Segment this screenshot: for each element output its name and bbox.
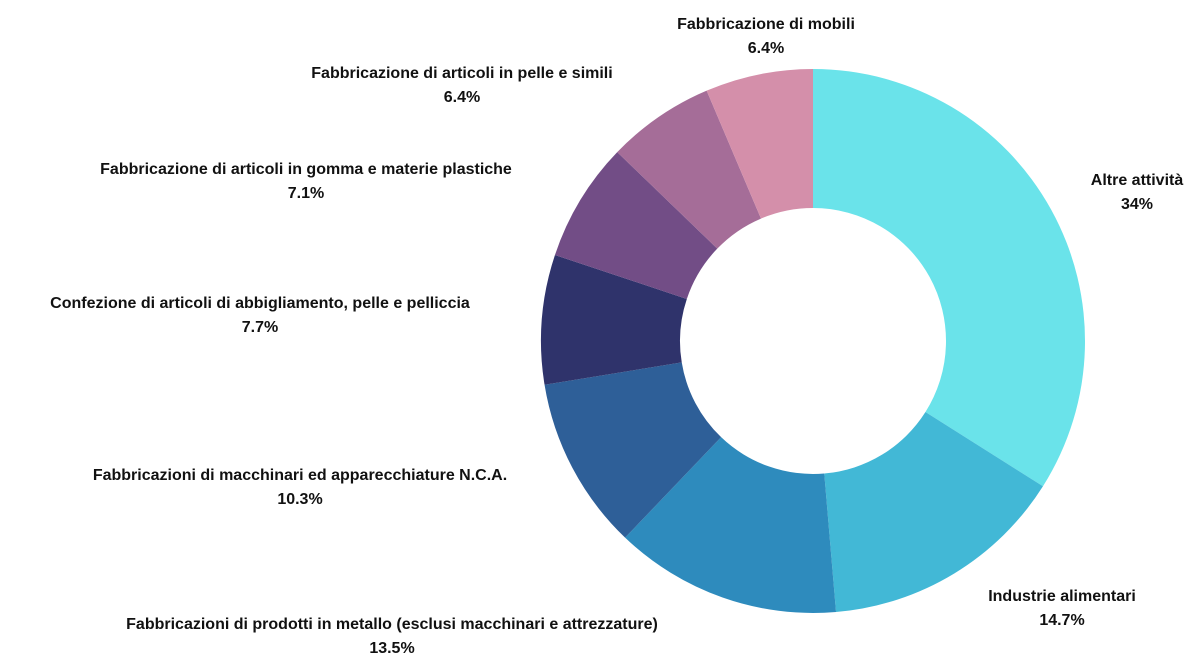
- donut-segment: [625, 437, 837, 613]
- segment-value: 7.1%: [288, 185, 324, 202]
- donut-segment: [617, 90, 761, 249]
- segment-value: 6.4%: [444, 89, 480, 106]
- donut-segment: [541, 255, 687, 385]
- segment-value: 34%: [1121, 196, 1153, 213]
- segment-value: 13.5%: [369, 640, 414, 655]
- donut-segment: [824, 412, 1043, 613]
- segment-label: Altre attività: [1091, 172, 1184, 189]
- segment-label: Fabbricazioni di macchinari ed apparecch…: [93, 467, 507, 484]
- segment-label: Industrie alimentari: [988, 588, 1136, 605]
- donut-segment: [706, 69, 813, 219]
- segment-value: 10.3%: [277, 491, 322, 508]
- segment-value: 7.7%: [242, 319, 278, 336]
- donut-segment: [554, 152, 718, 299]
- segment-label: Confezione di articoli di abbigliamento,…: [50, 295, 470, 312]
- donut-segment: [544, 362, 722, 538]
- segment-value: 6.4%: [748, 40, 784, 57]
- segment-value: 14.7%: [1039, 612, 1084, 629]
- segment-label: Fabbricazione di mobili: [677, 16, 855, 33]
- segment-label: Fabbricazione di articoli in gomma e mat…: [100, 161, 512, 178]
- segment-label: Fabbricazioni di prodotti in metallo (es…: [126, 616, 658, 633]
- segment-label: Fabbricazione di articoli in pelle e sim…: [311, 65, 612, 82]
- donut-segment: [813, 69, 1086, 487]
